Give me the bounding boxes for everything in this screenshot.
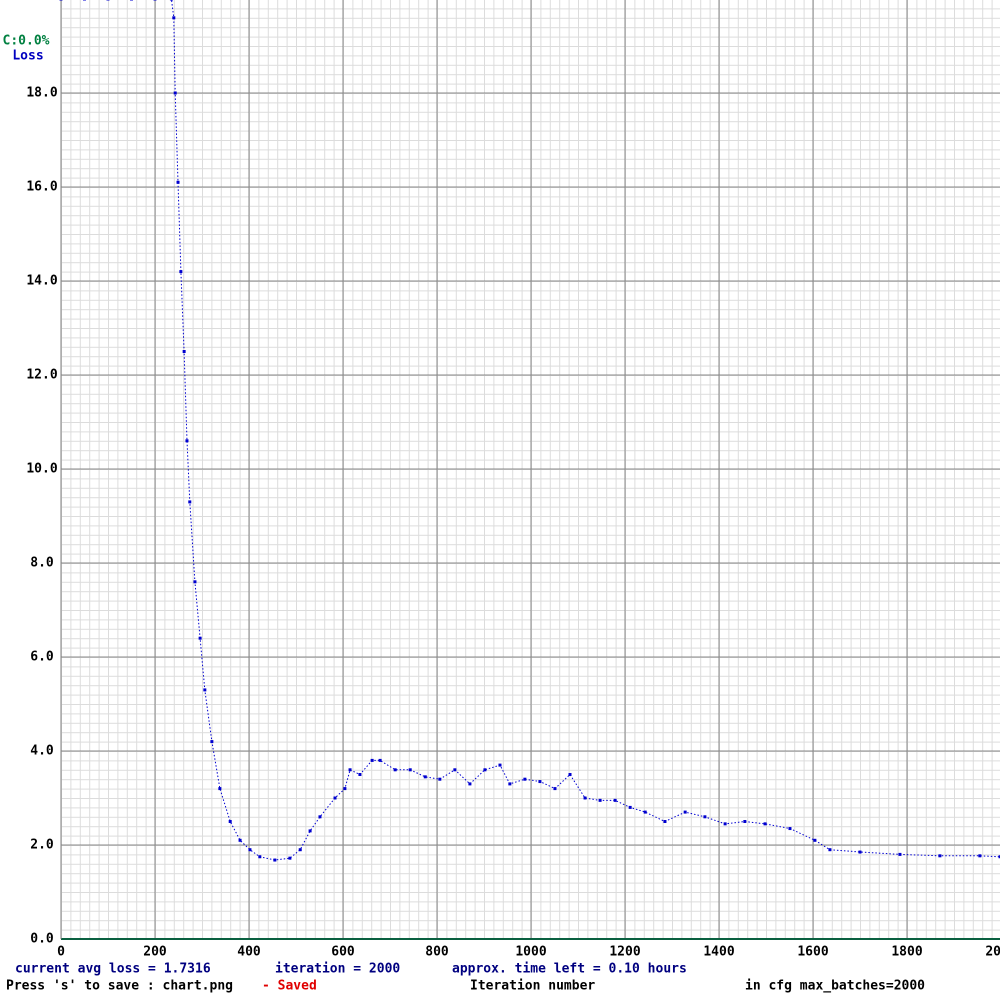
loss-point [553, 787, 557, 791]
loss-point [453, 768, 457, 772]
loss-point [210, 740, 214, 744]
x-tick-label: 1200 [609, 945, 640, 960]
loss-point [343, 787, 347, 791]
x-tick-label: 2000 [985, 945, 1000, 960]
loss-point [153, 0, 157, 1]
loss-point [498, 763, 502, 767]
save-note: Press 's' to save : chart.png [6, 979, 233, 994]
y-tick-label: 8.0 [30, 556, 54, 571]
loss-point [643, 810, 647, 814]
loss-point [423, 775, 427, 779]
y-tick-label: 16.0 [26, 180, 57, 195]
loss-point [59, 0, 63, 1]
loss-point [333, 796, 337, 800]
status-iteration: iteration = 2000 [275, 962, 400, 977]
loss-point [788, 827, 792, 831]
loss-point [188, 500, 192, 504]
loss-point [106, 0, 110, 1]
loss-point [185, 439, 189, 443]
loss-point [179, 270, 183, 274]
loss-point [898, 852, 902, 856]
loss-point [998, 855, 1000, 859]
loss-point [172, 16, 176, 20]
loss-point [228, 820, 232, 823]
x-axis-label: Iteration number [470, 979, 595, 994]
loss-point [858, 850, 862, 854]
loss-point [483, 768, 487, 772]
loss-line [171, 0, 1000, 861]
y-tick-label: 2.0 [30, 838, 54, 853]
legend-accuracy: C:0.0% [3, 34, 50, 49]
x-tick-label: 1800 [891, 945, 922, 960]
loss-point [468, 782, 472, 786]
loss-point [308, 829, 312, 833]
x-tick-label: 200 [143, 945, 167, 960]
loss-point [538, 780, 542, 784]
x-tick-label: 400 [237, 945, 261, 960]
loss-point [348, 768, 352, 772]
cfg-note: in cfg max_batches=2000 [745, 979, 925, 994]
loss-point [273, 858, 277, 862]
loss-point [978, 854, 982, 858]
loss-point [568, 773, 572, 776]
loss-point [598, 798, 602, 802]
status-time: approx. time left = 0.10 hours [452, 962, 687, 977]
saved-note: - Saved [262, 979, 317, 994]
loss-point [288, 856, 292, 860]
loss-point [828, 848, 832, 852]
loss-point [393, 768, 397, 772]
x-tick-label: 1400 [703, 945, 734, 960]
loss-point [176, 180, 180, 184]
loss-point [523, 777, 527, 781]
loss-point [218, 787, 222, 791]
loss-point [203, 688, 207, 692]
loss-point [358, 773, 362, 776]
loss-point [248, 848, 252, 852]
loss-point [743, 820, 747, 823]
y-tick-label: 6.0 [30, 650, 54, 665]
x-tick-label: 1600 [797, 945, 828, 960]
status-loss: current avg loss = 1.7316 [15, 962, 211, 977]
y-tick-label: 18.0 [26, 86, 57, 101]
loss-point [370, 758, 374, 762]
loss-point [182, 350, 186, 353]
loss-point [438, 777, 442, 781]
loss-point [193, 580, 197, 584]
loss-point [130, 0, 133, 1]
y-tick-label: 4.0 [30, 744, 54, 759]
loss-point [613, 798, 617, 802]
x-tick-label: 1000 [515, 945, 546, 960]
loss-point [378, 758, 382, 762]
loss-point [173, 91, 177, 95]
loss-point [683, 810, 687, 814]
loss-point [83, 0, 86, 1]
loss-point [169, 0, 173, 1]
x-tick-label: 800 [425, 945, 449, 960]
loss-point [583, 796, 587, 800]
y-tick-label: 0.0 [30, 932, 54, 947]
loss-point [238, 838, 242, 842]
loss-point [318, 815, 322, 819]
x-tick-label: 0 [57, 945, 65, 960]
y-tick-label: 14.0 [26, 274, 57, 289]
loss-point [198, 636, 202, 640]
loss-point [258, 855, 262, 859]
x-tick-label: 600 [331, 945, 355, 960]
loss-point [703, 815, 707, 819]
loss-point [813, 838, 817, 842]
loss-point [663, 820, 667, 823]
y-tick-label: 10.0 [26, 462, 57, 477]
y-tick-label: 12.0 [26, 368, 57, 383]
legend-loss: Loss [12, 49, 43, 64]
loss-point [763, 822, 767, 826]
loss-point [723, 822, 727, 826]
loss-point [298, 848, 302, 852]
loss-point [938, 854, 942, 858]
loss-point [508, 782, 512, 786]
loss-point [408, 768, 412, 772]
loss-point [628, 805, 632, 809]
